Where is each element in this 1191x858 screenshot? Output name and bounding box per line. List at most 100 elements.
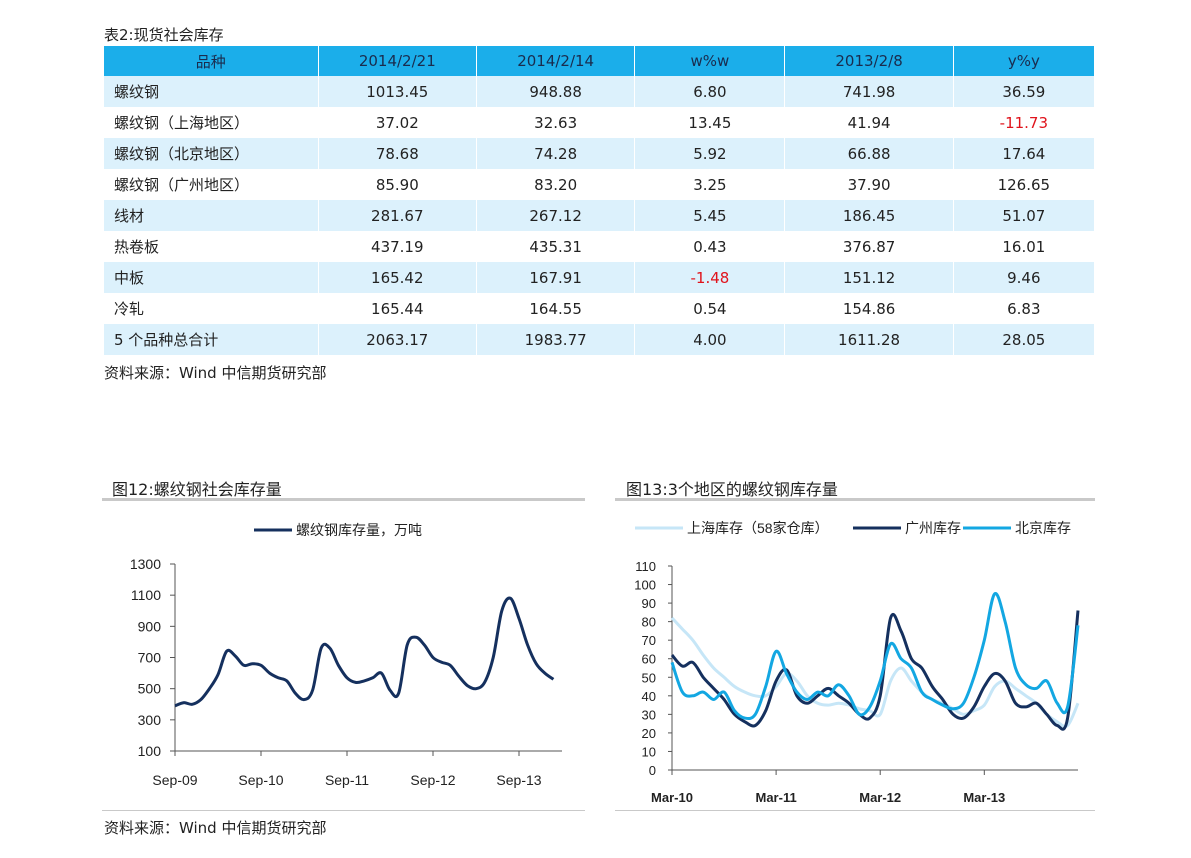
x-tick-label: Sep-12 <box>410 772 455 788</box>
x-tick-label: Mar-12 <box>859 790 901 805</box>
table-row: 热卷板 437.19 435.31 0.43 376.87 16.01 <box>104 231 1094 262</box>
table-row-label: 冷轧 <box>104 293 319 324</box>
y-tick-label: 100 <box>138 743 162 759</box>
table-cell: 74.28 <box>475 138 635 169</box>
table-cell: 37.02 <box>317 107 477 138</box>
table-header-row: 品种 2014/2/21 2014/2/14 w%w 2013/2/8 y%y <box>104 46 1094 76</box>
table-cell: 186.45 <box>784 200 954 231</box>
table-row-label: 螺纹钢（广州地区） <box>104 169 319 200</box>
table-cell: -11.73 <box>952 107 1094 138</box>
table-cell: 151.12 <box>784 262 954 293</box>
chart1-bottom-rule <box>102 810 585 811</box>
series-line-beijing <box>670 592 1080 721</box>
table-caption: 表2:现货社会库存 <box>104 26 224 44</box>
y-tick-label: 50 <box>642 670 656 685</box>
table-cell: 741.98 <box>784 76 954 107</box>
y-tick-label: 500 <box>138 681 162 697</box>
table-cell: 85.90 <box>317 169 477 200</box>
y-tick-label: 90 <box>642 596 656 611</box>
table-row: 螺纹钢（北京地区） 78.68 74.28 5.92 66.88 17.64 <box>104 138 1094 169</box>
table-cell: 6.80 <box>634 76 785 107</box>
legend-label: 广州库存 <box>905 520 961 536</box>
table-cell: 154.86 <box>784 293 954 324</box>
inventory-table: 品种 2014/2/21 2014/2/14 w%w 2013/2/8 y%y 螺纹钢 10… <box>104 46 1094 355</box>
table-cell: -1.48 <box>634 262 785 293</box>
table-cell: 126.65 <box>952 169 1094 200</box>
table-row-label: 线材 <box>104 200 319 231</box>
table-row: 线材 281.67 267.12 5.45 186.45 51.07 <box>104 200 1094 231</box>
table-cell: 5.92 <box>634 138 785 169</box>
table-cell: 1983.77 <box>475 324 635 355</box>
table-cell: 2063.17 <box>317 324 477 355</box>
table-cell: 165.44 <box>317 293 477 324</box>
chart2-bottom-rule <box>615 810 1095 811</box>
table-cell: 41.94 <box>784 107 954 138</box>
x-tick-label: Mar-13 <box>963 790 1005 805</box>
y-tick-label: 70 <box>642 633 656 648</box>
legend-label: 上海库存（58家仓库） <box>687 520 829 536</box>
table-body: 螺纹钢 1013.45 948.88 6.80 741.98 36.59 螺纹钢（上海地区）… <box>104 76 1094 355</box>
x-tick-label: Sep-09 <box>152 772 197 788</box>
legend-label: 螺纹钢库存量，万吨 <box>296 522 422 538</box>
table-row: 螺纹钢（广州地区） 85.90 83.20 3.25 37.90 126.65 <box>104 169 1094 200</box>
table-cell: 13.45 <box>634 107 785 138</box>
table-cell: 3.25 <box>634 169 785 200</box>
table-cell: 17.64 <box>952 138 1094 169</box>
x-tick-label: Mar-11 <box>756 790 797 805</box>
table-row: 冷轧 165.44 164.55 0.54 154.86 6.83 <box>104 293 1094 324</box>
table-row-label: 中板 <box>104 262 319 293</box>
table-cell: 16.01 <box>952 231 1094 262</box>
table-cell: 948.88 <box>475 76 635 107</box>
y-tick-label: 10 <box>642 744 656 759</box>
table-header-cell: w%w <box>634 46 785 76</box>
table-cell: 78.68 <box>317 138 477 169</box>
series-line-rebar-inventory <box>174 596 555 708</box>
chart1-steel-inventory: 螺纹钢库存量，万吨 1300 1100 900 700 500 300 100 Sep-09 Se… <box>130 522 562 788</box>
table-cell: 83.20 <box>475 169 635 200</box>
y-tick-label: 20 <box>642 726 656 741</box>
table-cell: 6.83 <box>952 293 1094 324</box>
table-header-cell: 2013/2/8 <box>784 46 954 76</box>
bottom-source-note: 资料来源：Wind 中信期货研究部 <box>104 819 327 837</box>
table-row: 螺纹钢（上海地区） 37.02 32.63 13.45 41.94 -11.73 <box>104 107 1094 138</box>
table-cell: 28.05 <box>952 324 1094 355</box>
table-cell: 66.88 <box>784 138 954 169</box>
y-tick-label: 30 <box>642 707 656 722</box>
y-tick-label: 60 <box>642 652 656 667</box>
table-cell: 437.19 <box>317 231 477 262</box>
table-cell: 281.67 <box>317 200 477 231</box>
chart2-regional-inventory: 上海库存（58家仓库） 广州库存 北京库存110100908070605040302… <box>634 520 1080 805</box>
table-cell: 37.90 <box>784 169 954 200</box>
chart2-top-rule <box>615 498 1095 501</box>
table-cell: 1611.28 <box>784 324 954 355</box>
table-cell: 267.12 <box>475 200 635 231</box>
table-row-label: 热卷板 <box>104 231 319 262</box>
y-tick-label: 300 <box>138 712 162 728</box>
table-cell: 4.00 <box>634 324 785 355</box>
table-cell: 167.91 <box>475 262 635 293</box>
x-tick-label: Sep-13 <box>496 772 541 788</box>
table-cell: 435.31 <box>475 231 635 262</box>
y-tick-label: 80 <box>642 615 656 630</box>
table-cell: 1013.45 <box>317 76 477 107</box>
table-cell: 165.42 <box>317 262 477 293</box>
y-tick-label: 1300 <box>130 556 161 572</box>
y-tick-label: 0 <box>649 763 656 778</box>
x-tick-label: Sep-10 <box>238 772 283 788</box>
table-header-cell: 2014/2/14 <box>475 46 635 76</box>
y-tick-label: 700 <box>138 650 162 666</box>
x-tick-label: Sep-11 <box>325 772 369 788</box>
table-source-note: 资料来源：Wind 中信期货研究部 <box>104 364 327 382</box>
table-row-label: 5 个品种总合计 <box>104 324 319 355</box>
chart2-title: 图13:3个地区的螺纹钢库存量 <box>626 480 838 499</box>
series-line-guangzhou <box>670 610 1080 731</box>
table-cell: 32.63 <box>475 107 635 138</box>
table-row: 螺纹钢 1013.45 948.88 6.80 741.98 36.59 <box>104 76 1094 107</box>
x-tick-label: Mar-10 <box>651 790 693 805</box>
y-tick-label: 100 <box>634 578 656 593</box>
y-tick-label: 900 <box>138 618 162 634</box>
y-tick-label: 110 <box>635 559 656 574</box>
table-header-cell: 2014/2/21 <box>317 46 477 76</box>
table-cell: 0.43 <box>634 231 785 262</box>
table-cell: 51.07 <box>952 200 1094 231</box>
